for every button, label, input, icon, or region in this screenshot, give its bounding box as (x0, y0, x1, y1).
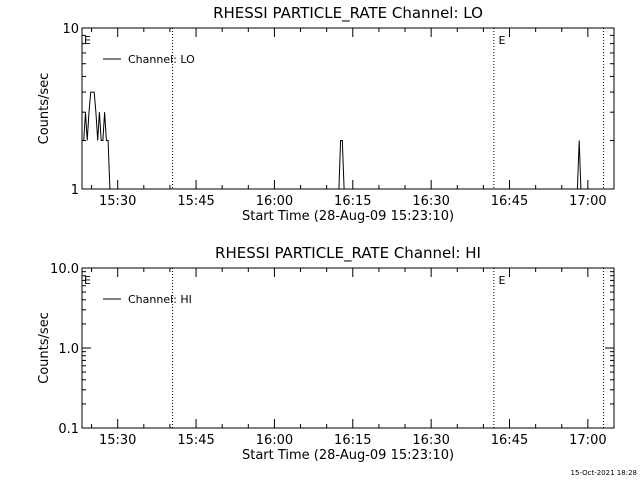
x-axis-label: Start Time (28-Aug-09 15:23:10) (242, 209, 454, 224)
x-tick-label: 16:45 (491, 194, 528, 209)
x-tick-label: 17:00 (569, 433, 606, 448)
event-marker: E (498, 34, 505, 47)
x-tick-label: 16:30 (412, 433, 449, 448)
y-axis-label: Counts/sec (37, 312, 52, 384)
event-marker: E (84, 34, 91, 47)
x-tick-label: 17:00 (569, 194, 606, 209)
y-tick-label: 1 (71, 183, 79, 198)
y-tick-label: 1.0 (58, 342, 79, 357)
event-marker: E (84, 274, 91, 287)
x-tick-label: 15:45 (177, 194, 214, 209)
footer-timestamp: 15-Oct-2021 18:28 (571, 469, 637, 477)
x-tick-label: 16:45 (491, 433, 528, 448)
series-line-0 (82, 91, 583, 190)
legend-label: Channel: HI (128, 293, 192, 306)
y-tick-label: 10.0 (50, 262, 79, 277)
event-marker: E (498, 274, 505, 287)
x-tick-label: 15:45 (177, 433, 214, 448)
x-tick-label: 16:30 (412, 194, 449, 209)
x-tick-label: 16:00 (256, 433, 293, 448)
x-tick-label: 16:00 (256, 194, 293, 209)
x-tick-label: 15:30 (99, 194, 136, 209)
y-axis-label: Counts/sec (37, 73, 52, 145)
x-tick-label: 15:30 (99, 433, 136, 448)
plot-frame (81, 267, 615, 429)
y-tick-label: 10 (62, 22, 79, 37)
legend-label: Channel: LO (128, 53, 195, 66)
x-axis-label: Start Time (28-Aug-09 15:23:10) (242, 448, 454, 463)
x-tick-label: 16:15 (334, 194, 371, 209)
x-tick-label: 16:15 (334, 433, 371, 448)
chart-title: RHESSI PARTICLE_RATE Channel: LO (213, 4, 483, 23)
y-tick-label: 0.1 (58, 422, 79, 437)
chart-title: RHESSI PARTICLE_RATE Channel: HI (215, 244, 481, 263)
plot-frame (81, 27, 615, 190)
